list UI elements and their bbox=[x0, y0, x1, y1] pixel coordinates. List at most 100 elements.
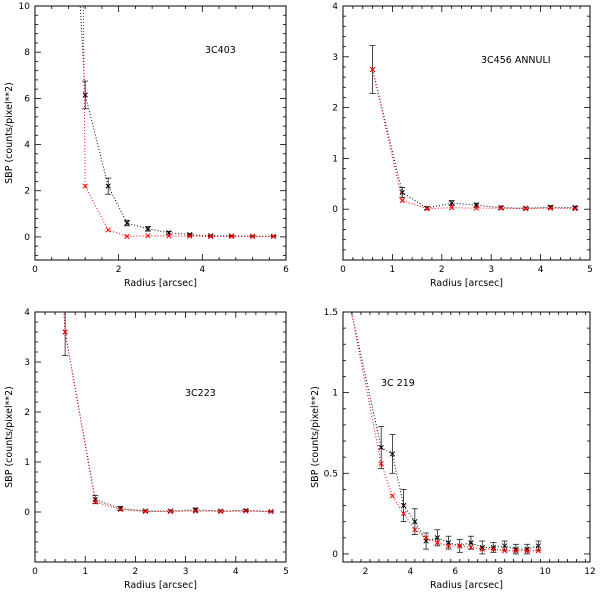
data-point bbox=[105, 183, 111, 189]
source-annotation: 3C403 bbox=[205, 45, 236, 56]
data-point bbox=[243, 508, 249, 514]
data-point bbox=[142, 508, 149, 515]
data-point bbox=[268, 508, 274, 515]
series-line bbox=[372, 69, 576, 210]
plot-frame bbox=[34, 5, 287, 261]
data-point bbox=[468, 544, 474, 551]
x-tick-label: 8 bbox=[497, 567, 503, 577]
data-point bbox=[424, 206, 430, 212]
y-axis-label: SBP (counts/pixel**2) bbox=[4, 386, 15, 488]
y-tick-label: 4 bbox=[24, 308, 30, 318]
x-tick-label: 0 bbox=[32, 265, 38, 275]
y-tick-label: 8 bbox=[24, 48, 30, 58]
x-tick-label: 2 bbox=[363, 567, 369, 577]
plot-frame bbox=[342, 5, 591, 261]
series-line bbox=[79, 6, 274, 237]
data-point bbox=[412, 527, 418, 533]
y-tick-label: 0 bbox=[332, 205, 338, 215]
y-tick-label: 1 bbox=[332, 389, 338, 399]
data-point bbox=[445, 543, 452, 549]
data-point bbox=[513, 548, 519, 554]
data-point bbox=[62, 329, 68, 335]
data-point bbox=[434, 535, 440, 541]
source-annotation: 3C223 bbox=[185, 388, 216, 399]
x-tick-label: 0 bbox=[32, 567, 38, 577]
data-point bbox=[449, 205, 455, 211]
data-point bbox=[187, 233, 193, 239]
y-tick-label: 0 bbox=[24, 233, 30, 243]
x-tick-label: 0 bbox=[340, 265, 346, 275]
data-point bbox=[167, 508, 174, 515]
y-tick-label: 10 bbox=[19, 2, 31, 12]
data-point bbox=[490, 546, 497, 552]
data-point bbox=[498, 205, 504, 211]
x-axis-label: Radius [arcsec] bbox=[430, 580, 503, 591]
source-annotation: 3C456 ANNULI bbox=[481, 55, 551, 66]
data-point bbox=[400, 510, 407, 517]
data-point bbox=[513, 546, 519, 552]
data-point bbox=[378, 460, 384, 467]
x-tick-label: 4 bbox=[407, 567, 413, 577]
data-point bbox=[502, 543, 508, 549]
data-point bbox=[369, 66, 376, 73]
data-point bbox=[192, 508, 199, 514]
y-tick-label: 2 bbox=[332, 104, 338, 114]
y-tick-label: 4 bbox=[332, 2, 338, 12]
data-point bbox=[399, 189, 405, 196]
data-point bbox=[524, 546, 530, 552]
x-tick-label: 5 bbox=[587, 265, 593, 275]
series-line bbox=[350, 312, 539, 552]
data-point bbox=[524, 548, 530, 554]
data-point bbox=[145, 233, 151, 239]
y-tick-label: 2 bbox=[24, 187, 30, 197]
y-tick-label: 6 bbox=[24, 94, 30, 104]
x-axis-label: Radius [arcsec] bbox=[124, 278, 197, 289]
series-line bbox=[63, 312, 271, 513]
x-tick-label: 1 bbox=[82, 567, 88, 577]
data-point bbox=[423, 535, 429, 541]
data-point bbox=[412, 519, 418, 525]
x-tick-label: 5 bbox=[283, 567, 289, 577]
data-point bbox=[92, 499, 98, 505]
data-point bbox=[479, 546, 485, 552]
source-annotation: 3C 219 bbox=[381, 378, 415, 389]
data-point bbox=[124, 220, 130, 226]
y-tick-label: 0 bbox=[24, 508, 30, 518]
plot-frame bbox=[342, 311, 591, 563]
x-tick-label: 6 bbox=[283, 265, 289, 275]
data-point bbox=[457, 543, 463, 549]
series-line bbox=[63, 312, 271, 512]
data-point bbox=[400, 502, 407, 509]
y-axis-label: SBP (counts/pixel**2) bbox=[310, 386, 321, 488]
data-point bbox=[523, 206, 529, 212]
y-tick-label: 3 bbox=[24, 358, 30, 368]
series-line bbox=[350, 312, 539, 550]
chart-panel-3c219: 2 4 6 8 10 12 0 0.5 1 1.5 Radius [arcsec] SBP (coun… bbox=[310, 308, 596, 591]
y-tick-label: 1 bbox=[24, 458, 30, 468]
x-tick-label: 10 bbox=[539, 567, 551, 577]
data-point bbox=[218, 508, 224, 515]
data-point bbox=[192, 507, 199, 513]
data-point bbox=[479, 544, 485, 551]
data-point bbox=[468, 539, 474, 546]
data-point bbox=[547, 205, 554, 211]
data-point bbox=[249, 233, 256, 240]
plot-frame bbox=[34, 311, 287, 563]
data-point bbox=[399, 197, 405, 204]
x-tick-label: 3 bbox=[183, 567, 189, 577]
x-tick-label: 2 bbox=[133, 567, 139, 577]
y-tick-label: 0 bbox=[332, 550, 338, 560]
x-axis-label: Radius [arcsec] bbox=[430, 278, 503, 289]
data-point bbox=[228, 233, 235, 240]
y-tick-label: 0.5 bbox=[324, 469, 338, 479]
data-point bbox=[117, 505, 123, 512]
data-point bbox=[82, 92, 88, 98]
series-line bbox=[82, 6, 274, 237]
data-point bbox=[389, 493, 396, 499]
x-tick-label: 4 bbox=[233, 567, 239, 577]
y-tick-label: 4 bbox=[24, 141, 30, 151]
data-point bbox=[166, 233, 172, 239]
data-point bbox=[449, 200, 455, 206]
x-tick-label: 4 bbox=[538, 265, 544, 275]
x-tick-label: 12 bbox=[584, 567, 595, 577]
